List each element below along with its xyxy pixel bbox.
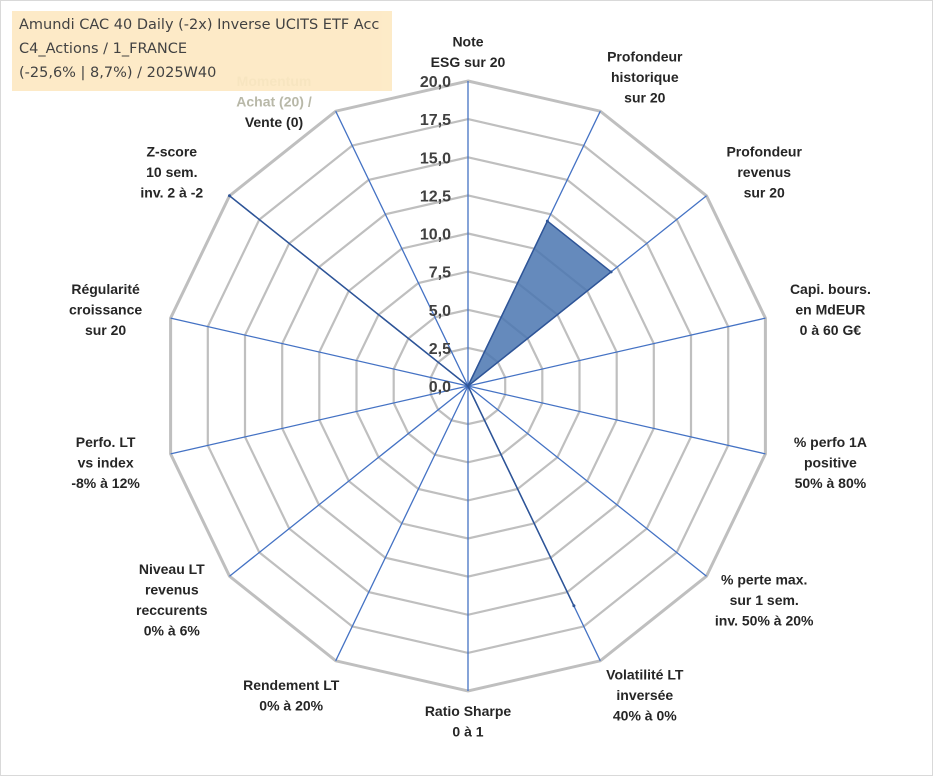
tick-label: 15,0 — [420, 150, 451, 167]
title-line-category: C4_Actions / 1_FRANCE — [19, 41, 188, 57]
axis-label: Perfo. LT vs index -8% à 12% — [71, 434, 140, 491]
axis-spoke — [467, 385, 707, 577]
axis-label: Rendement LT 0% à 20% — [243, 677, 340, 714]
tick-label: 5,0 — [429, 303, 451, 320]
axis-label: Z-score 10 sem. inv. 2 à -2 — [140, 144, 203, 201]
tick-label: 17,5 — [420, 112, 451, 129]
tick-label: 7,5 — [429, 265, 451, 282]
series-area — [228, 195, 612, 607]
label-layer: Note ESG sur 20 Profondeur historique sur 20… — [69, 34, 871, 740]
tick-label: 2,5 — [429, 341, 451, 358]
tick-label: 12,5 — [420, 188, 451, 205]
data-point — [545, 219, 549, 223]
data-point — [572, 604, 576, 608]
data-point — [466, 384, 470, 388]
axis-label: Profondeur historique sur 20 — [607, 49, 683, 106]
axis-label: Volatilité LT inversée 40% à 0% — [606, 667, 684, 724]
title-line-name: Amundi CAC 40 Daily (-2x) Inverse UCITS … — [19, 17, 380, 33]
axis-label: Note ESG sur 20 — [431, 34, 506, 71]
axis-label: Capi. bours. en MdEUR 0 à 60 G€ — [790, 281, 871, 338]
axis-label: Profondeur revenus sur 20 — [726, 144, 802, 201]
data-point — [609, 270, 613, 274]
title-line-stats: (-25,6% | 8,7%) / 2025W40 — [19, 65, 217, 81]
axis-spoke — [467, 385, 766, 455]
axis-label: % perte max. sur 1 sem. inv. 50% à 20% — [715, 571, 814, 628]
axis-spoke — [229, 385, 469, 577]
axis-label: Niveau LT revenus reccurents 0% à 6% — [136, 561, 208, 639]
axis-spoke — [335, 110, 469, 387]
chart-title-box: Amundi CAC 40 Daily (-2x) Inverse UCITS … — [12, 11, 392, 91]
axis-spoke — [170, 317, 469, 387]
tick-label: 20,0 — [420, 74, 451, 91]
tick-label: 10,0 — [420, 227, 451, 244]
tick-layer: 0,0 2,5 5,0 7,5 10,0 12,5 15,0 17,5 20,0 — [420, 74, 451, 396]
axis-label: % perfo 1A positive 50% à 80% — [794, 434, 867, 491]
axis-label: Régularité croissance sur 20 — [69, 281, 142, 338]
axis-spoke — [467, 317, 766, 387]
data-point — [228, 194, 231, 198]
series-layer — [228, 194, 613, 608]
axis-spoke — [170, 385, 469, 455]
axis-spoke — [335, 385, 469, 662]
tick-label: 0,0 — [429, 379, 451, 396]
axis-label: Ratio Sharpe 0 à 1 — [425, 703, 512, 740]
